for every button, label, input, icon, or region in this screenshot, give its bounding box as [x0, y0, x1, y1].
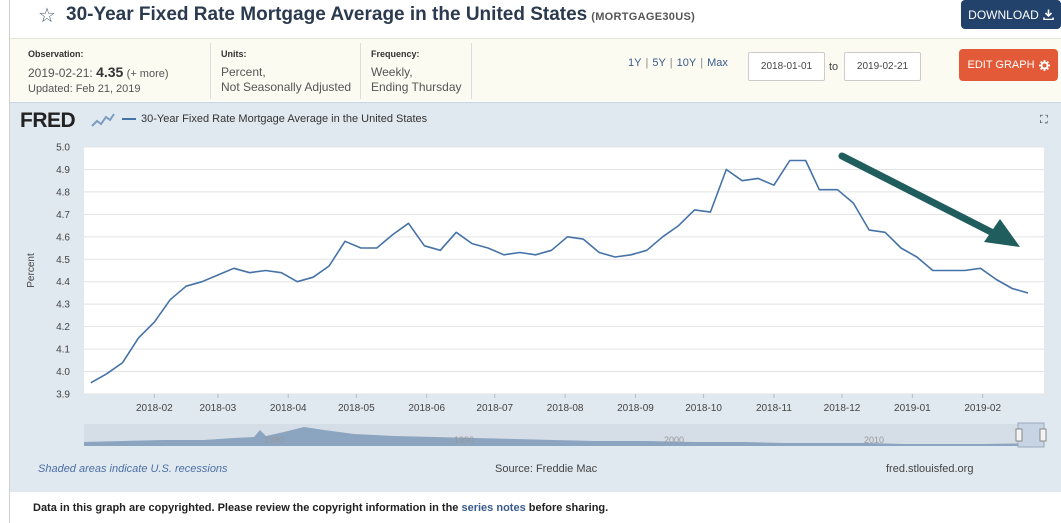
copyright-suffix: before sharing. [525, 502, 609, 514]
x-tick-label: 2018-10 [685, 403, 722, 414]
x-tick-label: 2018-03 [200, 403, 237, 414]
chart-legend: 30-Year Fixed Rate Mortgage Average in t… [122, 113, 427, 125]
y-tick-label: 3.9 [56, 390, 70, 401]
range-1y[interactable]: 1Y [628, 57, 642, 69]
x-tick-label: 2018-11 [756, 403, 792, 414]
observation-date: 2019-02-21: [28, 66, 93, 80]
info-band: Observation: 2019-02-21: 4.35 (+ more) U… [10, 38, 1061, 101]
y-tick-label: 4.0 [56, 367, 70, 378]
graph-panel: 3.9 4.0 4.1 4.2 4.3 4.4 4.5 4.6 4.7 4.8 4.9 5.0 2018… [10, 102, 1061, 492]
download-icon [1043, 9, 1054, 20]
series-title: 30-Year Fixed Rate Mortgage Average in t… [66, 4, 588, 25]
y-tick-label: 4.8 [56, 187, 70, 198]
download-label: DOWNLOAD [968, 7, 1039, 22]
fred-logo-chart-icon [91, 112, 115, 128]
updated-date: Updated: Feb 21, 2019 [28, 83, 141, 95]
units-block: Units: Percent, Not Seasonally Adjusted [210, 43, 360, 99]
y-tick-label: 4.4 [56, 277, 70, 288]
page-left-border [9, 0, 10, 523]
x-tick-label: 2018-07 [476, 403, 513, 414]
range-max[interactable]: Max [707, 57, 728, 69]
y-tick-label: 4.6 [56, 232, 70, 243]
series-id: (MORTGAGE30US) [591, 11, 696, 23]
navigator-history-area [84, 427, 1044, 446]
x-tick-label: 2019-01 [894, 403, 931, 414]
edit-graph-button[interactable]: EDIT GRAPH [959, 49, 1058, 81]
trend-arrow-head [984, 219, 1020, 247]
units-label: Units: [221, 49, 247, 59]
gear-icon [1038, 59, 1050, 71]
x-tick-label: 2018-12 [824, 403, 861, 414]
page-title: 30-Year Fixed Rate Mortgage Average in t… [66, 4, 695, 26]
trend-arrow-shaft [838, 152, 999, 238]
units-line-2: Not Seasonally Adjusted [221, 80, 352, 94]
observation-block: Observation: 2019-02-21: 4.35 (+ more) U… [28, 47, 213, 97]
y-tick-label: 4.1 [56, 345, 70, 356]
date-to-input[interactable]: 2019-02-21 [844, 52, 921, 81]
observation-more-link[interactable]: (+ more) [126, 68, 169, 80]
units-line-1: Percent, [221, 65, 266, 79]
edit-graph-label: EDIT GRAPH [967, 59, 1035, 71]
frequency-line-1: Weekly, [371, 65, 413, 79]
title-bar: ☆ 30-Year Fixed Rate Mortgage Average in… [10, 0, 1061, 38]
legend-swatch [122, 118, 136, 120]
download-button[interactable]: DOWNLOAD [961, 0, 1061, 29]
x-tick-label: 2018-02 [136, 403, 173, 414]
x-tick-label: 2018-09 [617, 403, 654, 414]
frequency-block: Frequency: Weekly, Ending Thursday [360, 43, 472, 99]
navigator-handle-left [1015, 428, 1023, 442]
fullscreen-icon[interactable]: ⛶ [1040, 114, 1048, 126]
star-icon[interactable]: ☆ [38, 5, 56, 27]
y-tick-label: 4.9 [56, 165, 70, 176]
series-line [90, 159, 1029, 384]
date-to-label: to [829, 61, 839, 73]
observation-value: 4.35 [96, 64, 124, 80]
navigator-year-label: 1980 [264, 435, 284, 445]
y-tick-label: 4.3 [56, 300, 70, 311]
y-axis-title: Percent [26, 253, 37, 288]
x-tick-label: 2018-06 [408, 403, 445, 414]
navigator-year-label: 2000 [664, 435, 684, 445]
frequency-label: Frequency: [371, 49, 420, 59]
y-tick-label: 5.0 [56, 143, 70, 154]
copyright-prefix: Data in this graph are copyrighted. Plea… [33, 502, 462, 514]
x-tick-label: 2018-05 [338, 403, 375, 414]
recession-note: Shaded areas indicate U.S. recessions [38, 463, 228, 475]
range-5y[interactable]: 5Y [652, 57, 666, 69]
legend-label: 30-Year Fixed Rate Mortgage Average in t… [141, 113, 428, 125]
source-note: Source: Freddie Mac [495, 463, 598, 475]
x-tick-label: 2018-04 [270, 403, 307, 414]
x-tick-label: 2018-08 [547, 403, 584, 414]
observation-line: 2019-02-21: 4.35 (+ more) [28, 65, 213, 82]
site-credit[interactable]: fred.stlouisfed.org [886, 463, 974, 475]
series-notes-link[interactable]: series notes [461, 502, 526, 514]
copyright-notice: Data in this graph are copyrighted. Plea… [33, 502, 608, 514]
fred-logo: FRED [20, 109, 76, 132]
y-tick-label: 4.5 [56, 255, 70, 266]
y-tick-label: 4.2 [56, 322, 70, 333]
navigator-year-label: 1990 [454, 435, 474, 445]
x-tick-label: 2019-02 [964, 403, 1001, 414]
date-from-input[interactable]: 2018-01-01 [748, 52, 825, 81]
range-10y[interactable]: 10Y [676, 57, 697, 69]
navigator-year-label: 2010 [864, 435, 884, 445]
range-selector: 1Y | 5Y | 10Y | Max [628, 57, 728, 69]
y-tick-label: 4.7 [56, 210, 70, 221]
frequency-line-2: Ending Thursday [371, 80, 462, 94]
chart-svg: 3.9 4.0 4.1 4.2 4.3 4.4 4.5 4.6 4.7 4.8 4.9 5.0 2018… [26, 143, 1047, 448]
navigator-handle-right [1039, 428, 1047, 442]
observation-label: Observation: [28, 49, 84, 59]
